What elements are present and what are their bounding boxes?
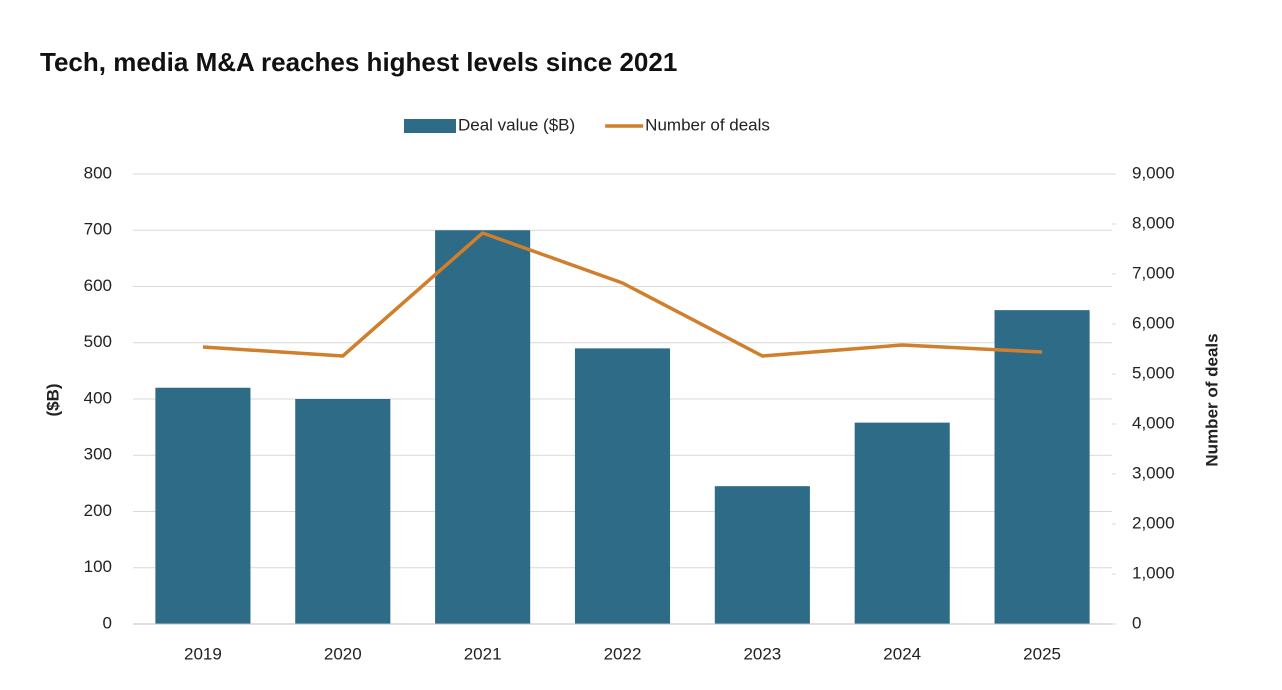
y-tick-label: 100 xyxy=(84,557,112,576)
bar xyxy=(155,387,251,624)
y2-tick-label: 6,000 xyxy=(1132,313,1175,332)
y2-axis-label: Number of deals xyxy=(1202,333,1221,466)
y2-tick-label: 1,000 xyxy=(1132,563,1175,582)
y-tick-label: 600 xyxy=(84,276,112,295)
y-tick-label: 200 xyxy=(84,501,112,520)
y-axis-label: ($B) xyxy=(43,383,62,416)
bar xyxy=(295,399,391,624)
bar xyxy=(854,422,950,624)
y-tick-label: 500 xyxy=(84,332,112,351)
legend-swatch xyxy=(404,119,456,133)
x-tick-label: 2022 xyxy=(604,644,642,663)
line xyxy=(202,231,1043,358)
chart-title: Tech, media M&A reaches highest levels s… xyxy=(40,47,677,77)
y2-tick-label: 8,000 xyxy=(1132,213,1175,232)
y2-tick-label: 7,000 xyxy=(1132,263,1175,282)
y2-tick-label: 4,000 xyxy=(1132,413,1175,432)
x-tick-label: 2025 xyxy=(1023,644,1061,663)
y-tick-label: 400 xyxy=(84,388,112,407)
y2-tick-label: 5,000 xyxy=(1132,363,1175,382)
x-tick-label: 2024 xyxy=(883,644,921,663)
bar xyxy=(574,348,671,624)
x-tick-label: 2023 xyxy=(743,644,781,663)
x-tick-label: 2019 xyxy=(184,644,222,663)
x-tick-label: 2020 xyxy=(324,644,362,663)
legend-label: Deal value ($B) xyxy=(458,115,575,134)
y2-tick-label: 0 xyxy=(1132,613,1141,632)
legend-label: Number of deals xyxy=(645,115,770,134)
y-tick-label: 700 xyxy=(84,220,112,239)
y-tick-label: 300 xyxy=(84,445,112,464)
bar xyxy=(714,486,810,624)
bar xyxy=(994,310,1090,624)
y2-tick-label: 9,000 xyxy=(1132,163,1175,182)
bar xyxy=(435,230,531,624)
y-tick-label: 800 xyxy=(84,163,112,182)
y2-tick-label: 3,000 xyxy=(1132,463,1175,482)
x-tick-label: 2021 xyxy=(464,644,502,663)
y2-tick-label: 2,000 xyxy=(1132,513,1175,532)
y-tick-label: 0 xyxy=(103,613,112,632)
